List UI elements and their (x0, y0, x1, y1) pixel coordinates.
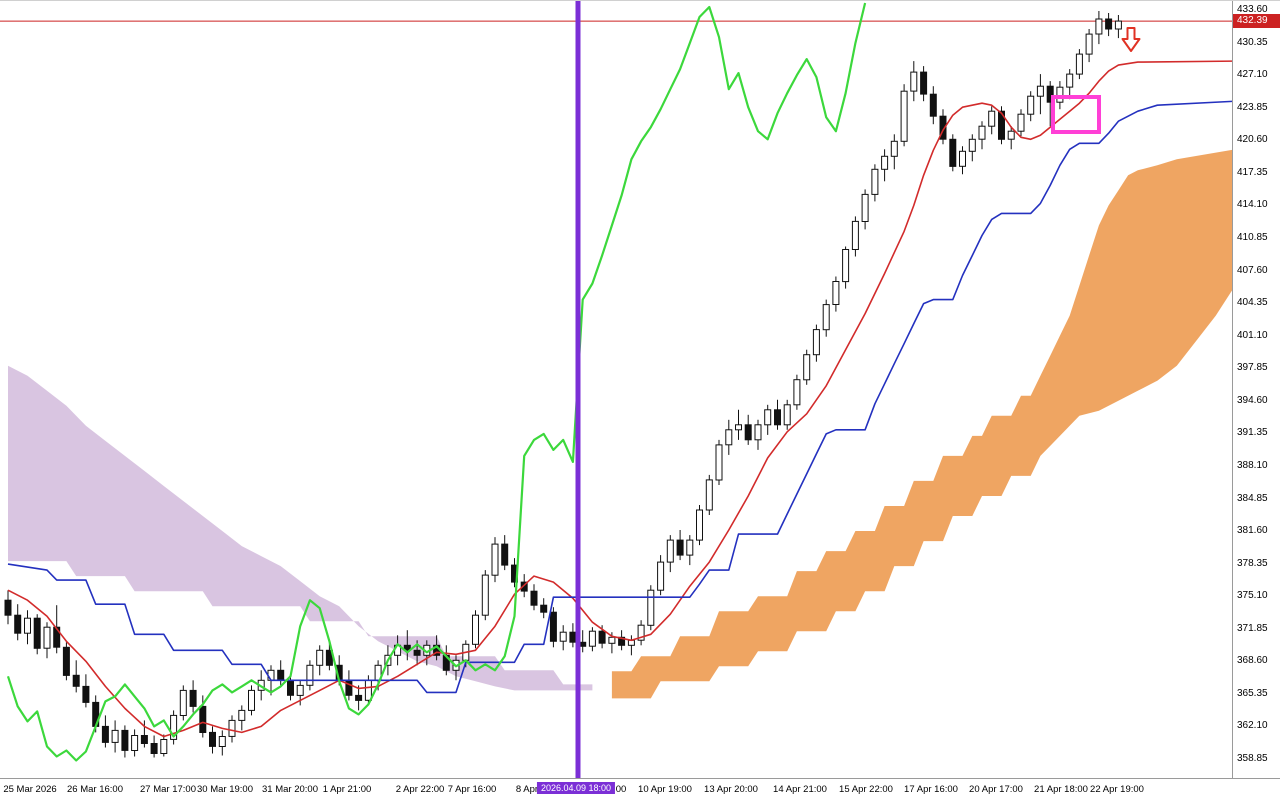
price-axis-label: 430.35 (1237, 36, 1268, 48)
price-axis-label: 381.60 (1237, 525, 1268, 536)
price-axis-label: 433.60 (1237, 4, 1268, 15)
price-axis-label: 362.10 (1237, 720, 1268, 732)
time-axis-label: 13 Apr 20:00 (704, 784, 758, 795)
time-axis-label: 1 Apr 21:00 (322, 784, 372, 795)
price-axis-label: 397.85 (1237, 362, 1268, 374)
price-axis[interactable]: 432.39 433.60 430.35 427.10 423.85 420.60 417… (1232, 1, 1280, 779)
time-axis-label: 17 Apr 16:00 (904, 784, 958, 795)
time-axis-label: 00 (615, 784, 627, 795)
time-axis-label: 25 Mar 2026 (3, 784, 57, 795)
down-arrow-icon[interactable] (1121, 27, 1141, 52)
chikou-span-line (6, 2, 867, 762)
chart-area[interactable] (0, 1, 1232, 779)
highlight-rectangle[interactable] (1051, 95, 1101, 134)
price-axis-label: 417.35 (1237, 166, 1268, 178)
time-axis-label: 20 Apr 17:00 (969, 784, 1023, 795)
tenkan-sen-line (7, 60, 1232, 738)
selected-time-label: 2026.04.09 18:00 (536, 782, 616, 794)
time-axis-label: 21 Apr 18:00 (1034, 784, 1088, 795)
time-axis-label: 30 Mar 19:00 (197, 784, 253, 795)
time-axis-label: 2 Apr 22:00 (395, 784, 445, 795)
price-axis-label: 423.85 (1237, 101, 1268, 113)
price-axis-label: 358.85 (1237, 753, 1268, 764)
price-axis-label: 368.60 (1237, 655, 1268, 667)
price-axis-label: 391.35 (1237, 427, 1268, 439)
price-axis-label: 407.60 (1237, 264, 1268, 276)
price-axis-label: 384.85 (1237, 492, 1268, 504)
time-axis-label: 10 Apr 19:00 (638, 784, 692, 795)
price-axis-label: 420.60 (1237, 134, 1268, 146)
time-axis-label: 26 Mar 16:00 (67, 784, 123, 795)
time-axis-label: 14 Apr 21:00 (773, 784, 827, 795)
price-axis-label: 365.35 (1237, 687, 1268, 699)
price-axis-label: 414.10 (1237, 199, 1268, 211)
time-axis-label: 8 Apr (515, 784, 539, 795)
chart-canvas[interactable] (0, 1, 1232, 779)
time-axis-label: 31 Mar 20:00 (262, 784, 318, 795)
price-axis-label: 427.10 (1237, 69, 1268, 81)
senkou-cloud-left-purple (8, 365, 593, 691)
price-axis-label: 401.10 (1237, 329, 1268, 341)
time-axis[interactable]: 2026.04.09 18:00 25 Mar 2026 26 Mar 16:00… (0, 778, 1280, 800)
time-axis-label: 22 Apr 19:00 (1090, 784, 1144, 795)
price-axis-label: 388.10 (1237, 459, 1268, 471)
time-axis-label: 15 Apr 22:00 (839, 784, 893, 795)
price-axis-label: 410.85 (1237, 232, 1268, 243)
price-axis-label: 371.85 (1237, 622, 1268, 634)
time-axis-label: 7 Apr 16:00 (447, 784, 497, 795)
kijun-sen-line (7, 100, 1232, 694)
current-price-badge: 432.39 (1233, 14, 1280, 29)
time-axis-label: 27 Mar 17:00 (140, 784, 196, 795)
price-axis-label: 404.35 (1237, 297, 1268, 309)
price-axis-label: 378.35 (1237, 557, 1268, 569)
candlestick-series (4, 11, 1122, 758)
senkou-cloud-right-orange (611, 149, 1232, 699)
price-axis-label: 375.10 (1237, 590, 1268, 602)
price-axis-label: 394.60 (1237, 394, 1268, 406)
